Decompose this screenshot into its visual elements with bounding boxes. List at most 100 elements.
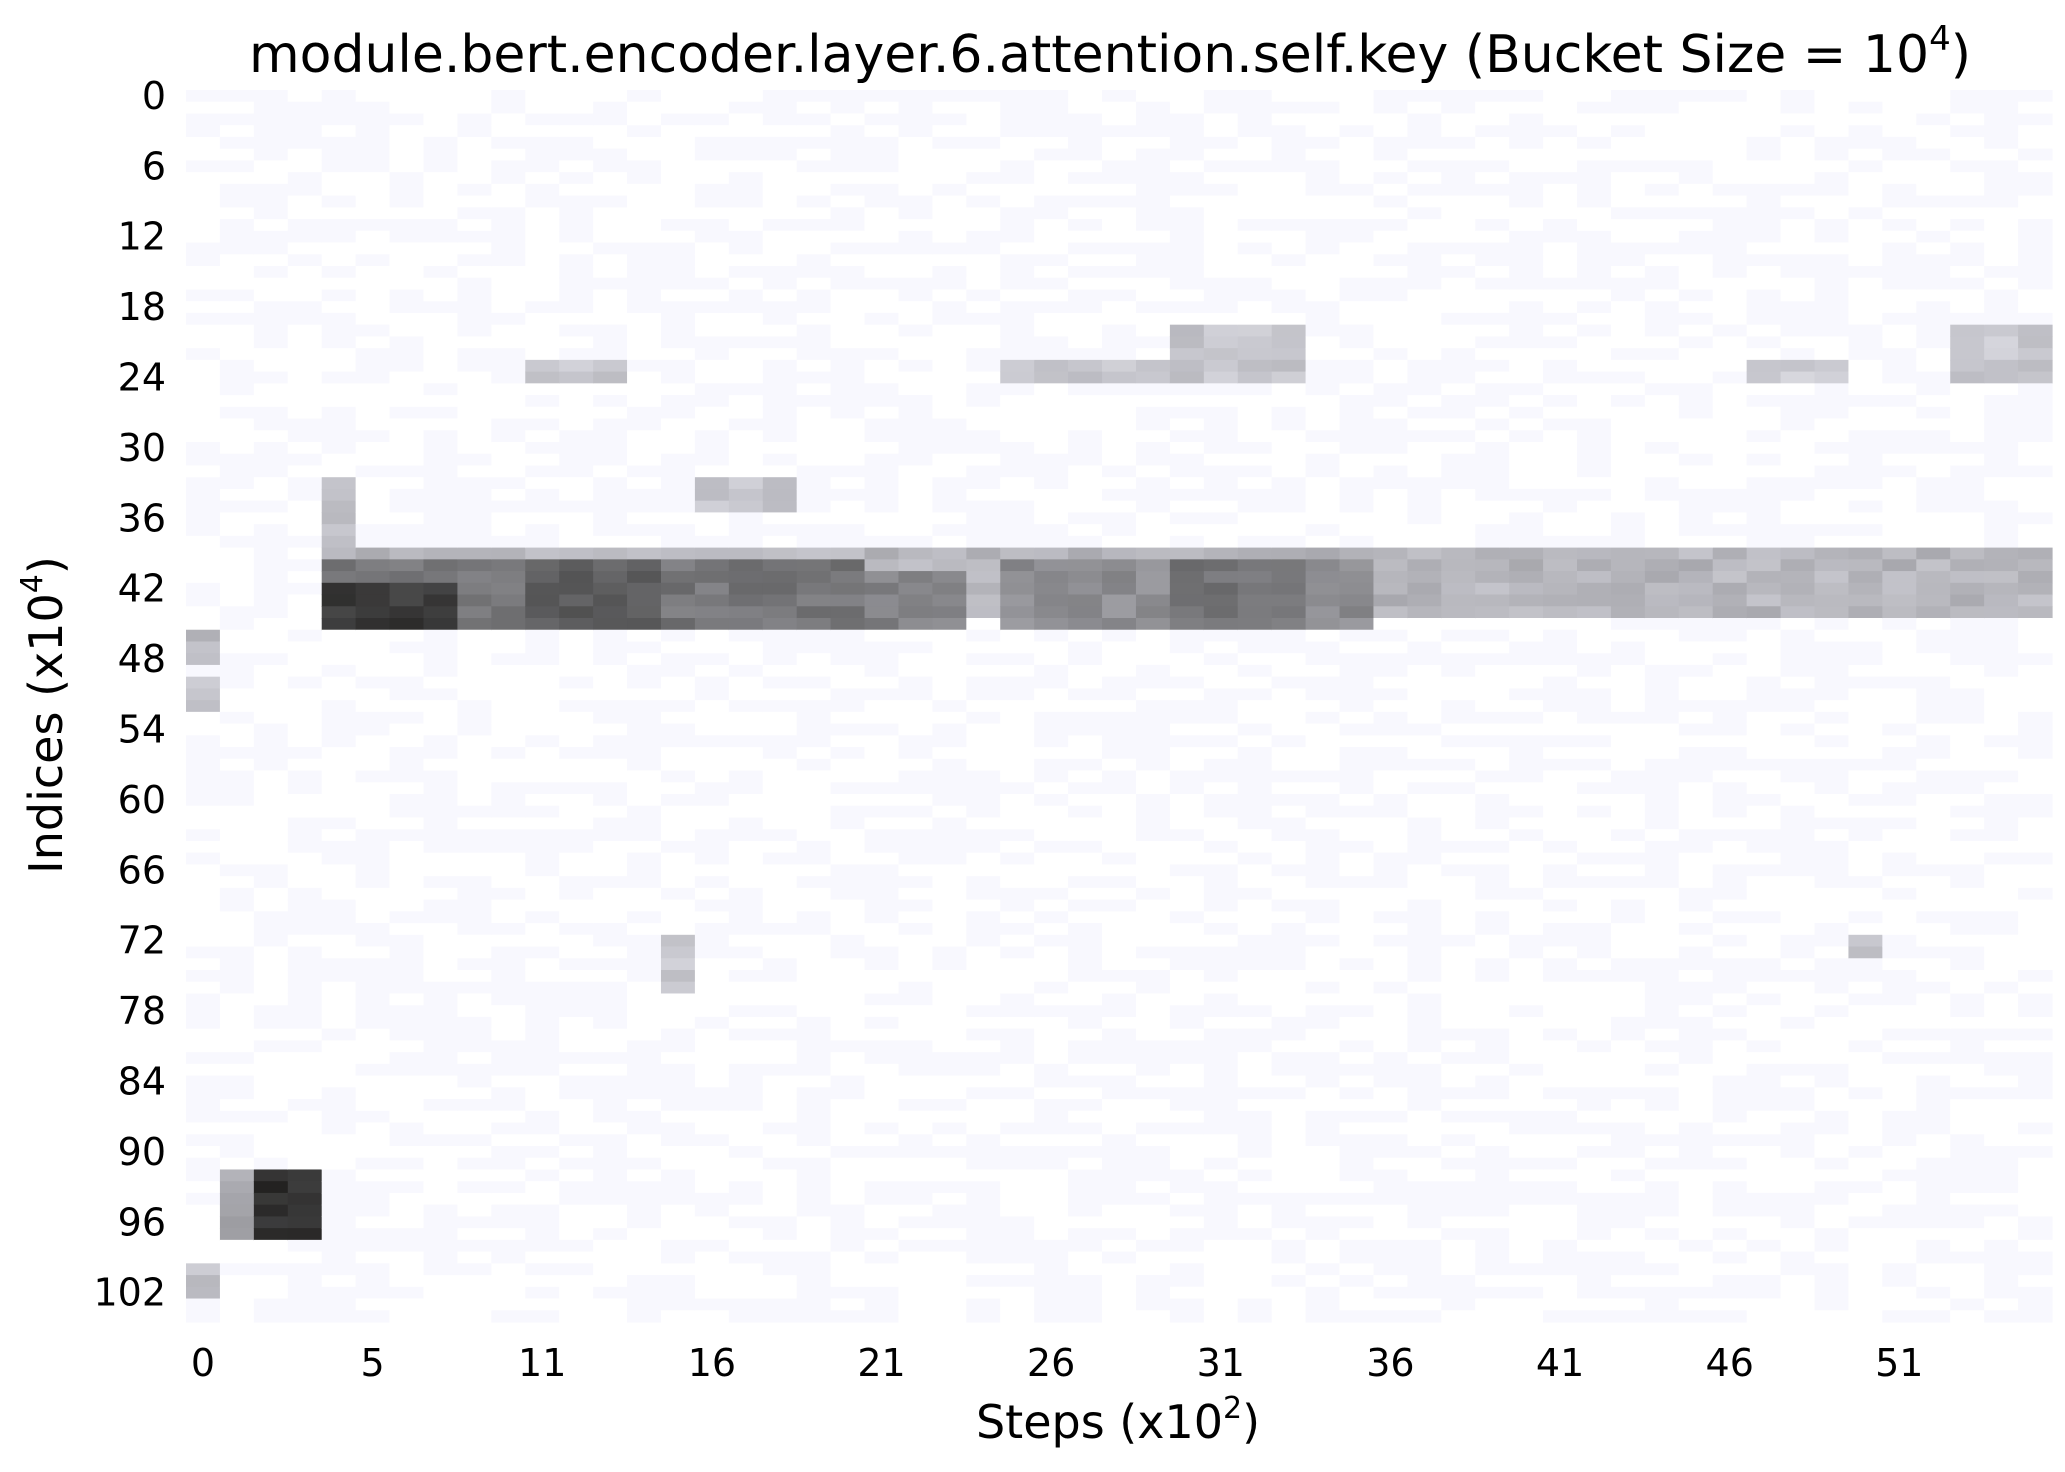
- heatmap-cell: [1339, 1263, 1375, 1276]
- heatmap-cell: [864, 735, 900, 748]
- heatmap-cell: [1169, 688, 1205, 701]
- heatmap-cell: [1577, 230, 1612, 244]
- heatmap-cell: [1339, 559, 1375, 572]
- heatmap-cell: [1475, 1110, 1510, 1124]
- heatmap-cell: [1102, 1239, 1137, 1253]
- heatmap-cell: [287, 676, 323, 689]
- heatmap-cell: [1203, 735, 1239, 748]
- heatmap-cell: [1169, 1122, 1205, 1135]
- heatmap-cell: [525, 817, 560, 830]
- heatmap-cell: [1068, 1286, 1103, 1300]
- heatmap-cell: [1577, 817, 1612, 830]
- heatmap-cell: [457, 1275, 492, 1288]
- heatmap-cell: [1271, 934, 1307, 948]
- heatmap-cell: [287, 794, 323, 807]
- heatmap-cell: [830, 1169, 866, 1182]
- heatmap-cell: [389, 934, 425, 948]
- heatmap-cell: [694, 312, 730, 326]
- heatmap-cell: [932, 230, 967, 244]
- heatmap-cell: [830, 371, 866, 384]
- heatmap-cell: [1678, 970, 1714, 983]
- heatmap-cell: [728, 219, 764, 232]
- heatmap-cell: [1135, 782, 1171, 795]
- heatmap-cell: [253, 301, 289, 314]
- heatmap-cell: [1237, 359, 1273, 373]
- heatmap-cell: [1644, 794, 1680, 807]
- heatmap-cell: [796, 582, 832, 596]
- heatmap-cell: [728, 1310, 764, 1323]
- heatmap-cell: [525, 606, 560, 619]
- heatmap-cell: [627, 782, 662, 795]
- heatmap-cell: [525, 923, 560, 936]
- heatmap-cell: [864, 770, 900, 783]
- heatmap-cell: [219, 312, 255, 326]
- heatmap-cell: [728, 1110, 764, 1124]
- heatmap-cell: [966, 1228, 1001, 1241]
- heatmap-cell: [1577, 876, 1612, 889]
- heatmap-cell: [1068, 735, 1103, 748]
- heatmap-cell: [219, 277, 255, 291]
- heatmap-cell: [728, 301, 764, 314]
- heatmap-cell: [457, 512, 492, 525]
- heatmap-cell: [1475, 829, 1510, 842]
- heatmap-cell: [1712, 512, 1748, 525]
- heatmap-cell: [627, 535, 662, 549]
- heatmap-cell: [1543, 1157, 1578, 1171]
- heatmap-cell: [1712, 1146, 1748, 1159]
- heatmap-cell: [1135, 488, 1171, 502]
- heatmap-cell: [321, 500, 357, 513]
- heatmap-cell: [1644, 571, 1680, 584]
- heatmap-cell: [1610, 136, 1646, 150]
- heatmap-cell: [1610, 700, 1646, 713]
- heatmap-cell: [389, 1087, 425, 1100]
- heatmap-cell: [966, 653, 1001, 666]
- heatmap-cell: [389, 1028, 425, 1041]
- heatmap-cell: [525, 1146, 560, 1159]
- heatmap-cell: [1509, 524, 1544, 537]
- heatmap-cell: [627, 383, 662, 396]
- heatmap-cell: [1203, 970, 1239, 983]
- heatmap-cell: [796, 629, 832, 643]
- heatmap-cell: [1746, 993, 1782, 1006]
- heatmap-cell: [1441, 136, 1476, 150]
- heatmap-cell: [1509, 805, 1544, 819]
- heatmap-cell: [1712, 101, 1748, 115]
- heatmap-cell: [1407, 864, 1442, 877]
- heatmap-cell: [593, 336, 628, 349]
- heatmap-cell: [1169, 277, 1205, 291]
- heatmap-cell: [1441, 90, 1476, 103]
- heatmap-cell: [1305, 840, 1341, 854]
- heatmap-cell: [1509, 582, 1544, 596]
- heatmap-cell: [1135, 1087, 1171, 1100]
- heatmap-cell: [694, 172, 730, 185]
- heatmap-cell: [1305, 782, 1341, 795]
- heatmap-cell: [321, 1087, 357, 1100]
- heatmap-cell: [762, 1052, 798, 1065]
- heatmap-cell: [1305, 348, 1341, 361]
- heatmap-cell: [1169, 324, 1205, 337]
- heatmap-cell: [1712, 336, 1748, 349]
- heatmap-cell: [1475, 195, 1510, 208]
- heatmap-cell: [1780, 418, 1816, 431]
- heatmap-cell: [457, 559, 492, 572]
- heatmap-cell: [1102, 641, 1137, 654]
- heatmap-cell: [1237, 840, 1273, 854]
- heatmap-cell: [864, 160, 900, 173]
- heatmap-cell: [1339, 125, 1375, 138]
- heatmap-cell: [253, 571, 289, 584]
- heatmap-cell: [219, 934, 255, 948]
- heatmap-cell: [1000, 794, 1035, 807]
- heatmap-cell: [1034, 934, 1069, 948]
- heatmap-cell: [287, 430, 323, 443]
- heatmap-cell: [660, 207, 696, 220]
- heatmap-cell: [1509, 277, 1544, 291]
- heatmap-cell: [1339, 981, 1375, 995]
- heatmap-cell: [898, 324, 933, 337]
- heatmap-cell: [898, 1016, 933, 1030]
- heatmap-cell: [1203, 500, 1239, 513]
- heatmap-cell: [287, 1181, 323, 1194]
- heatmap-cell: [1441, 747, 1476, 760]
- heatmap-cell: [1135, 1216, 1171, 1229]
- heatmap-cell: [1678, 336, 1714, 349]
- heatmap-cell: [864, 418, 900, 431]
